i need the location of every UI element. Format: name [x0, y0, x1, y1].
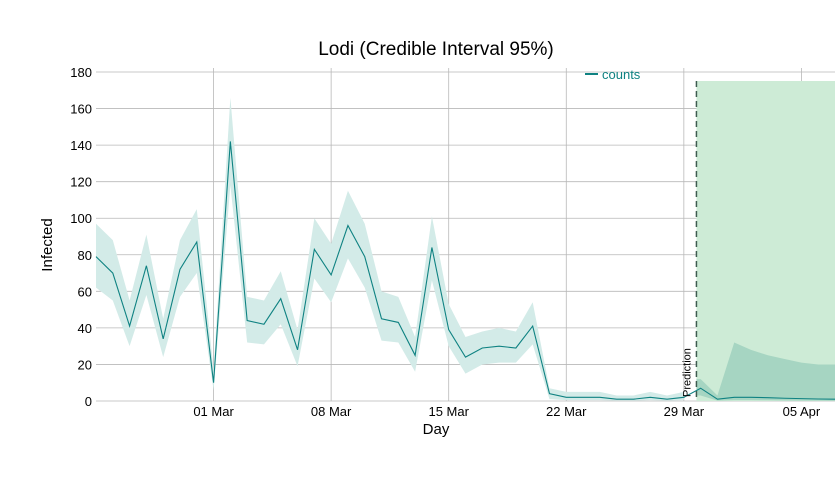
- y-tick-label: 60: [78, 284, 92, 299]
- prediction-label: Prediction: [681, 348, 693, 397]
- y-tick-label: 20: [78, 357, 92, 372]
- counts-line-path: [95, 141, 836, 400]
- credible-band-prediction: [696, 342, 835, 401]
- y-tick-label: 100: [70, 211, 92, 226]
- y-tick-label: 0: [85, 394, 92, 409]
- y-tick-label: 120: [70, 175, 92, 190]
- chart-title: Lodi (Credible Interval 95%): [318, 39, 554, 60]
- credible-band-historical: [96, 97, 684, 401]
- x-tick-label: 08 Mar: [311, 404, 352, 419]
- prediction-region: [696, 81, 835, 401]
- y-axis-label: Infected: [39, 218, 56, 271]
- y-axis-ticks: 0 20 40 60 80 100 120 140 160 180: [70, 65, 92, 409]
- prediction-shade: [696, 81, 835, 401]
- y-tick-label: 140: [70, 138, 92, 153]
- y-tick-label: 160: [70, 102, 92, 117]
- x-axis-ticks: 01 Mar 08 Mar 15 Mar 22 Mar 29 Mar 05 Apr: [193, 404, 821, 419]
- grid-lines: [96, 68, 835, 402]
- x-tick-label: 29 Mar: [664, 404, 705, 419]
- y-tick-label: 180: [70, 65, 92, 80]
- credible-interval-band: [96, 97, 835, 401]
- y-tick-label: 80: [78, 248, 92, 263]
- x-tick-label: 05 Apr: [783, 404, 821, 419]
- x-tick-label: 15 Mar: [428, 404, 469, 419]
- x-axis-label: Day: [423, 421, 450, 438]
- legend-label-counts: counts: [602, 67, 641, 82]
- counts-line: [95, 141, 836, 400]
- y-tick-label: 40: [78, 321, 92, 336]
- x-tick-label: 01 Mar: [193, 404, 234, 419]
- x-tick-label: 22 Mar: [546, 404, 587, 419]
- legend: counts: [585, 67, 641, 82]
